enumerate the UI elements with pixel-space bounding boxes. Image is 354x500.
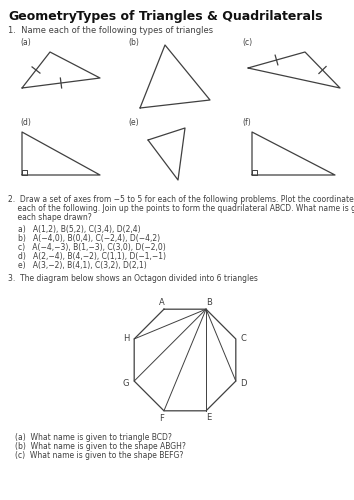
Text: B: B — [206, 298, 212, 306]
Text: e)   A(3,−2), B(4,1), C(3,2), D(2,1): e) A(3,−2), B(4,1), C(3,2), D(2,1) — [18, 261, 147, 270]
Text: Geometry: Geometry — [8, 10, 77, 23]
Text: C: C — [241, 334, 247, 344]
Text: E: E — [206, 414, 212, 422]
Text: (e): (e) — [128, 118, 139, 127]
Text: (a): (a) — [20, 38, 31, 47]
Text: c)   A(−4,−3), B(1,−3), C(3,0), D(−2,0): c) A(−4,−3), B(1,−3), C(3,0), D(−2,0) — [18, 243, 166, 252]
Text: (c): (c) — [242, 38, 252, 47]
Text: a)   A(1,2), B(5,2), C(3,4), D(2,4): a) A(1,2), B(5,2), C(3,4), D(2,4) — [18, 225, 141, 234]
Text: each shape drawn?: each shape drawn? — [8, 213, 92, 222]
Text: each of the following. Join up the points to form the quadrilateral ABCD. What n: each of the following. Join up the point… — [8, 204, 354, 213]
Text: A: A — [159, 298, 165, 306]
Text: Types of Triangles & Quadrilaterals: Types of Triangles & Quadrilaterals — [63, 10, 322, 23]
Text: b)   A(−4,0), B(0,4), C(−2,4), D(−4,2): b) A(−4,0), B(0,4), C(−2,4), D(−4,2) — [18, 234, 160, 243]
Text: D: D — [241, 378, 247, 388]
Text: (d): (d) — [20, 118, 31, 127]
Text: (c)  What name is given to the shape BEFG?: (c) What name is given to the shape BEFG… — [15, 451, 183, 460]
Text: d)   A(2,−4), B(4,−2), C(1,1), D(−1,−1): d) A(2,−4), B(4,−2), C(1,1), D(−1,−1) — [18, 252, 166, 261]
Text: 1.  Name each of the following types of triangles: 1. Name each of the following types of t… — [8, 26, 213, 35]
Text: 2.  Draw a set of axes from −5 to 5 for each of the following problems. Plot the: 2. Draw a set of axes from −5 to 5 for e… — [8, 195, 354, 204]
Text: (b)  What name is given to the shape ABGH?: (b) What name is given to the shape ABGH… — [15, 442, 186, 451]
Text: (b): (b) — [128, 38, 139, 47]
Text: 3.  The diagram below shows an Octagon divided into 6 triangles: 3. The diagram below shows an Octagon di… — [8, 274, 258, 283]
Text: (f): (f) — [242, 118, 251, 127]
Text: (a)  What name is given to triangle BCD?: (a) What name is given to triangle BCD? — [15, 433, 172, 442]
Text: G: G — [123, 378, 130, 388]
Text: H: H — [123, 334, 129, 344]
Text: F: F — [160, 414, 164, 424]
